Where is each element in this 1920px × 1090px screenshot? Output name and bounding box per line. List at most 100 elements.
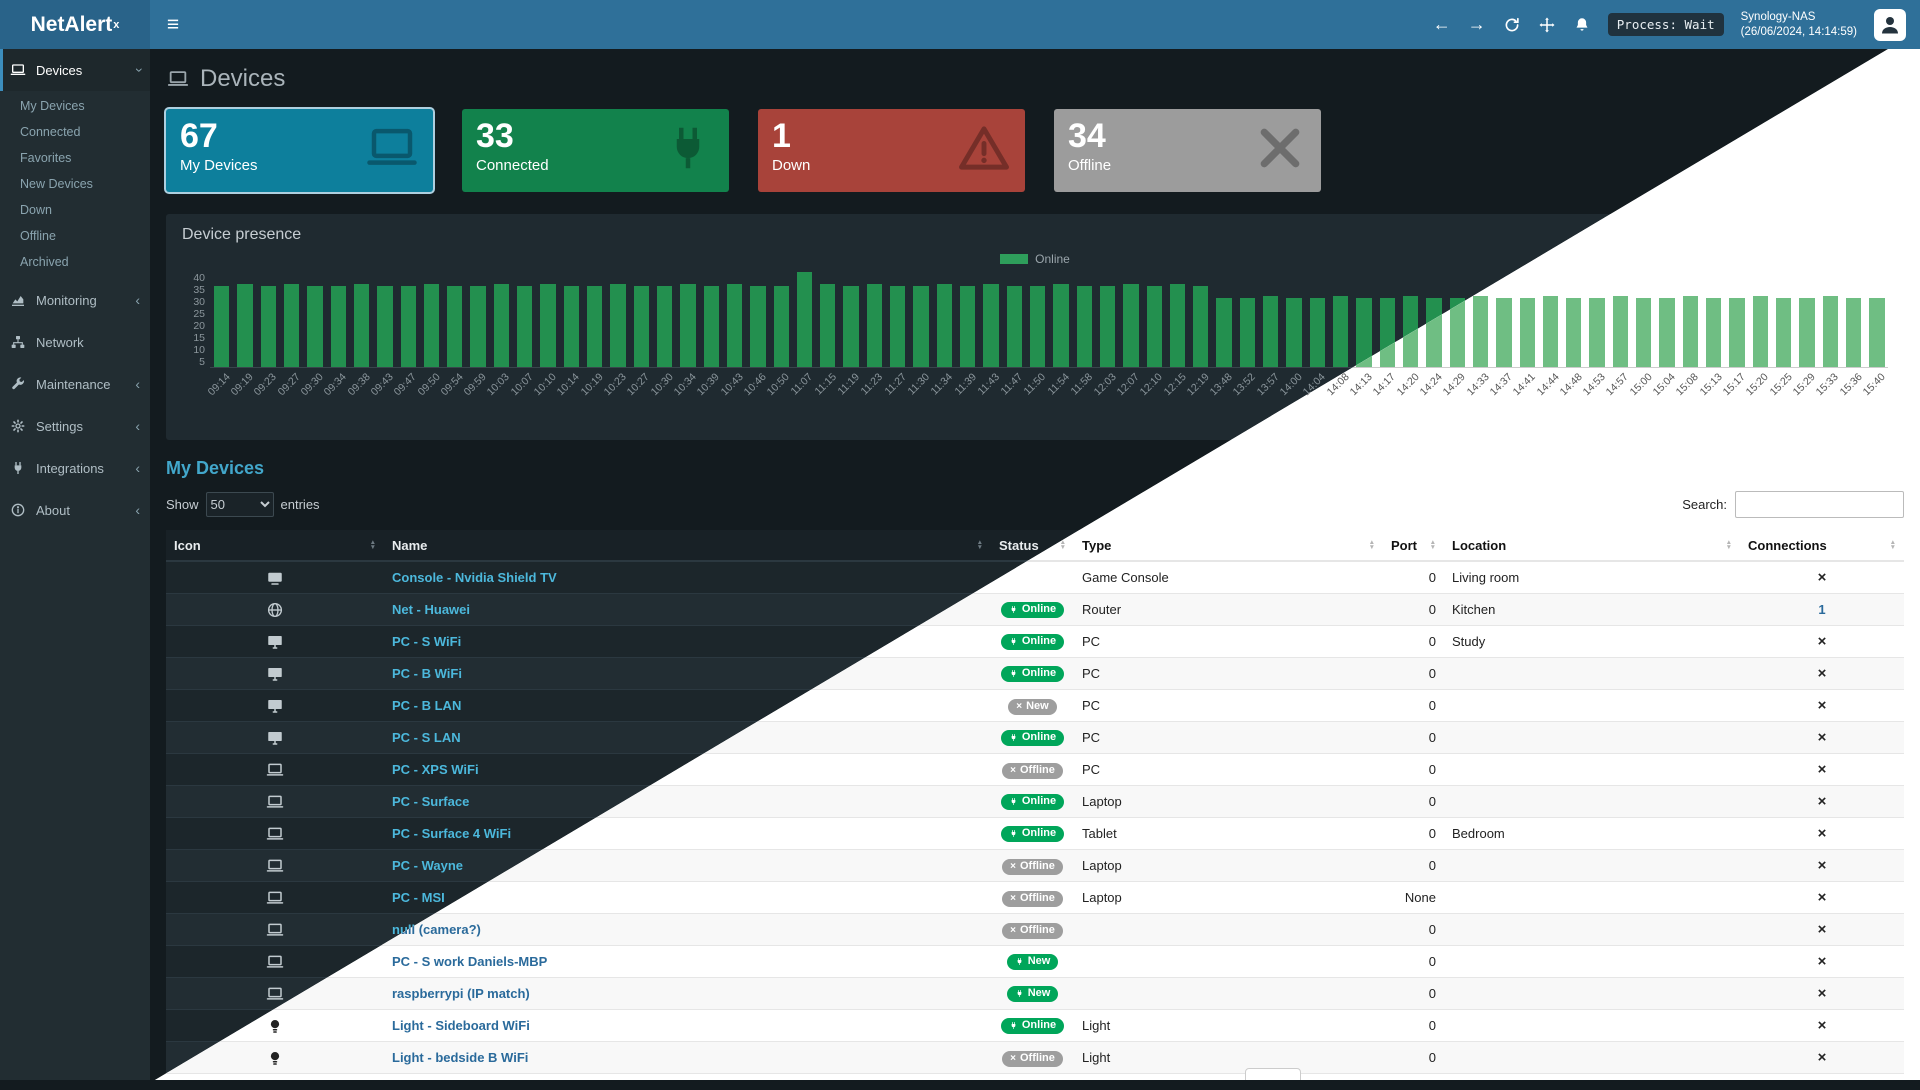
x-tick-label: 10:23 [601, 371, 629, 399]
x-tick-label: 15:36 [1837, 371, 1865, 399]
move-icon[interactable] [1538, 16, 1556, 34]
device-type: Laptop [1074, 881, 1383, 914]
device-name-link[interactable]: Net - Huawei [392, 602, 471, 617]
column-header-connections[interactable]: Connections ▲▼ [1740, 530, 1904, 562]
desktop-icon [266, 633, 284, 651]
user-avatar[interactable] [1874, 8, 1906, 41]
device-name-link[interactable]: PC - Surface [392, 794, 470, 809]
device-location [1444, 1041, 1740, 1074]
chart-bar [1542, 295, 1559, 367]
device-name-link[interactable]: PC - MSI [392, 890, 445, 905]
status-badge-label: Offline [1020, 1052, 1055, 1064]
sidebar-subitem-offline[interactable]: Offline [20, 229, 56, 243]
chart-bar [1286, 298, 1302, 367]
device-name-link[interactable]: Light - Sideboard WiFi [392, 1018, 530, 1033]
device-name-link[interactable]: PC - B LAN [392, 698, 462, 713]
stat-card-offline[interactable]: 34 Offline [1054, 109, 1321, 192]
column-header-type[interactable]: Type ▲▼ [1074, 530, 1383, 562]
device-location [1444, 945, 1740, 978]
column-header-name[interactable]: Name ▲▼ [384, 530, 991, 562]
back-icon[interactable]: ← [1432, 14, 1451, 34]
sidebar-item-about[interactable]: About ‹ [0, 489, 150, 531]
device-name-link[interactable]: Light - bedside B WiFi [392, 1050, 529, 1065]
device-name-link[interactable]: PC - Surface 4 WiFi [392, 826, 512, 841]
tv-icon [266, 569, 284, 587]
device-name-link[interactable]: PC - B WiFi [392, 666, 462, 681]
sidebar-subitem-connected[interactable]: Connected [20, 125, 81, 139]
sidebar-subitem-new-devices[interactable]: New Devices [20, 177, 93, 191]
page-size-select[interactable]: 50 [205, 492, 274, 517]
table-row[interactable]: PC - S work Daniels-MBP New 0 × [166, 945, 1904, 978]
column-header-icon[interactable]: Icon ▲▼ [166, 530, 384, 562]
device-name-link[interactable]: PC - S work Daniels-MBP [392, 954, 548, 969]
chart-bar [1799, 298, 1815, 367]
bell-icon[interactable] [1573, 16, 1591, 34]
chart-bar [214, 286, 230, 367]
sidebar-item-devices[interactable]: Devices ‹ [0, 49, 150, 91]
pagination-button[interactable] [1245, 1068, 1301, 1080]
connections-count-link[interactable]: 1 [1818, 602, 1826, 617]
device-name-link[interactable]: PC - XPS WiFi [392, 762, 479, 777]
stat-card-down[interactable]: 1 Down [758, 109, 1025, 192]
chart-bar [423, 283, 440, 367]
no-connections-icon: × [1817, 985, 1827, 1002]
chart-bar [447, 286, 463, 367]
search-input[interactable] [1735, 491, 1904, 518]
legend-label: Online [1035, 252, 1070, 266]
chart-bar [773, 286, 789, 367]
chart-bar [1566, 298, 1582, 367]
table-row[interactable]: raspberrypi (IP match) New 0 × [166, 977, 1904, 1010]
x-tick-label: 10:14 [555, 371, 583, 399]
plug-icon [661, 121, 715, 175]
sidebar-subitem-down[interactable]: Down [20, 203, 52, 217]
sidebar-item-network[interactable]: Network [0, 321, 150, 363]
chart-bar [353, 283, 370, 367]
sidebar-item-settings[interactable]: Settings ‹ [0, 405, 150, 447]
brand-sup: x [113, 18, 120, 31]
column-header-location[interactable]: Location ▲▼ [1444, 530, 1740, 562]
refresh-icon[interactable] [1503, 16, 1521, 34]
x-tick-label: 09:54 [438, 371, 466, 399]
stat-card-connected[interactable]: 33 Connected [462, 109, 729, 192]
chart-bar [237, 283, 253, 367]
chart-bar [1263, 295, 1279, 367]
sidebar-item-integrations[interactable]: Integrations ‹ [0, 447, 150, 489]
stat-card-my-devices[interactable]: 67 My Devices [166, 109, 433, 192]
y-tick-label: 5 [199, 356, 205, 368]
device-name-link[interactable]: PC - S LAN [392, 730, 461, 745]
sidebar-item-monitoring[interactable]: Monitoring ‹ [0, 279, 150, 321]
sidebar-subitem-favorites[interactable]: Favorites [20, 151, 72, 165]
device-name-link[interactable]: PC - Wayne [392, 858, 464, 873]
x-tick-label: 12:07 [1114, 371, 1142, 399]
chart-legend[interactable]: Online [182, 252, 1888, 266]
column-header-port[interactable]: Port ▲▼ [1383, 530, 1444, 562]
forward-icon[interactable]: → [1467, 14, 1486, 34]
x-tick-label: 10:43 [718, 371, 746, 399]
device-name-link[interactable]: PC - S WiFi [392, 634, 462, 649]
x-tick-label: 09:38 [345, 371, 373, 399]
chart-icon [10, 292, 28, 308]
chart-bar [1053, 283, 1069, 367]
laptop-icon [10, 62, 28, 78]
sidebar-subitem-archived[interactable]: Archived [20, 255, 69, 269]
sidebar-subitem-my-devices[interactable]: My Devices [20, 99, 85, 113]
network-icon [10, 334, 28, 350]
x-tick-label: 10:50 [764, 371, 792, 399]
y-tick-label: 40 [193, 272, 205, 284]
x-tick-label: 15:04 [1650, 371, 1678, 399]
laptop-icon [266, 985, 284, 1003]
laptop-icon [266, 889, 284, 907]
device-name-link[interactable]: Console - Nvidia Shield TV [392, 570, 557, 585]
sidebar: Devices ‹ My Devices Connected Favorites New … [0, 49, 150, 1080]
sidebar-item-label: Network [36, 334, 84, 350]
sidebar-toggle-button[interactable]: ≡ [150, 0, 196, 49]
chart-bar [960, 286, 976, 367]
device-name-link[interactable]: raspberrypi (IP match) [392, 986, 530, 1001]
x-tick-label: 15:40 [1860, 371, 1888, 399]
sidebar-item-maintenance[interactable]: Maintenance ‹ [0, 363, 150, 405]
